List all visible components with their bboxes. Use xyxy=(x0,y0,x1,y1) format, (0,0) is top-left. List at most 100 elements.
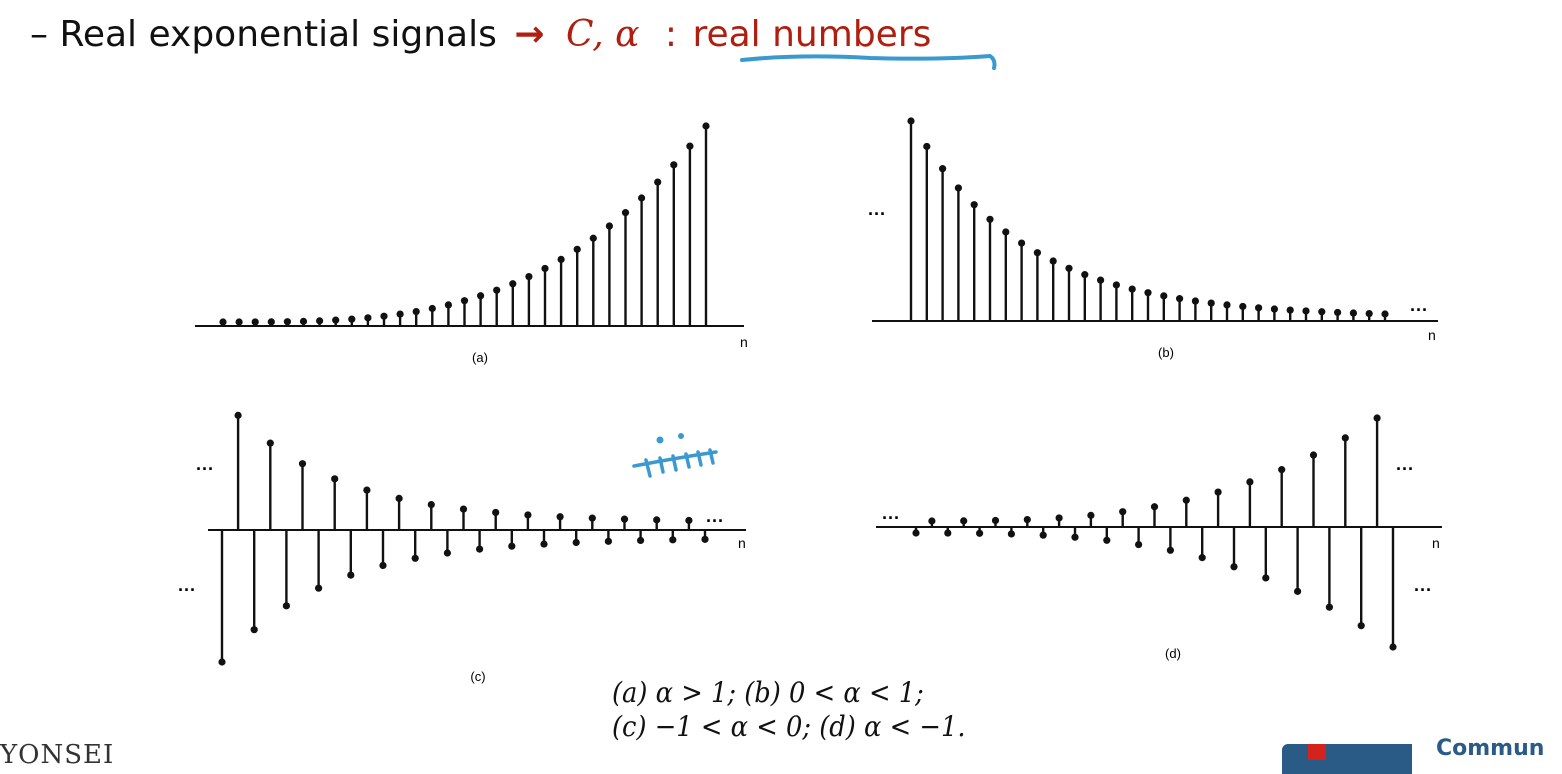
stem-dot xyxy=(524,511,532,519)
stem-dot xyxy=(459,505,468,513)
stem-dot xyxy=(477,292,485,300)
stem-dot xyxy=(1112,281,1120,289)
figure-caption: (a) α > 1; (b) 0 < α < 1; (c) −1 < α < 0… xyxy=(612,676,966,744)
stem-dot xyxy=(1065,264,1073,272)
panel-d xyxy=(876,414,1442,651)
stem-dot xyxy=(986,215,994,223)
stem-dot xyxy=(1341,434,1349,442)
stem-dot xyxy=(907,117,915,125)
stem-dot xyxy=(1373,414,1381,422)
stem-dot xyxy=(315,584,323,592)
stem-dot xyxy=(412,307,420,316)
stem-dot xyxy=(1049,257,1057,265)
stem-dot xyxy=(976,529,984,537)
caption-line-1: (a) α > 1; (b) 0 < α < 1; xyxy=(612,676,924,709)
stem-dot xyxy=(604,537,613,545)
stem-dot xyxy=(1002,228,1010,236)
stem-dot xyxy=(283,318,291,326)
stem-dot xyxy=(395,494,403,503)
handwritten-underline xyxy=(740,53,997,70)
stem-dot xyxy=(1023,515,1031,524)
stem-dot xyxy=(923,142,931,151)
stem-dot xyxy=(411,554,419,562)
stem-dot xyxy=(1087,511,1095,519)
stem-dot xyxy=(669,536,677,544)
stem-dot xyxy=(638,194,646,202)
stem-dot xyxy=(1018,239,1026,247)
panel-label-d: (d) xyxy=(1165,646,1181,661)
stem-dot xyxy=(1182,496,1190,504)
stem-dot xyxy=(1081,271,1089,279)
panel-c xyxy=(208,411,746,666)
ellipsis-right-d: ··· xyxy=(1396,459,1414,479)
stem-dot xyxy=(493,286,501,294)
stem-dot xyxy=(332,316,340,324)
stem-dot xyxy=(1262,574,1270,582)
yonsei-logo: YONSEI xyxy=(0,740,115,770)
stem-dot xyxy=(670,161,678,169)
stem-dot xyxy=(250,626,258,634)
lab-logo-block xyxy=(1282,744,1412,774)
stem-dot xyxy=(620,515,629,523)
stem-dot xyxy=(573,245,581,253)
handwritten-dot xyxy=(678,433,684,439)
stem-dot xyxy=(508,542,516,550)
stem-dot xyxy=(1198,554,1206,562)
handwritten-dot xyxy=(656,436,664,444)
stem-dot xyxy=(282,602,290,610)
stem-dot xyxy=(621,209,630,217)
stem-dot xyxy=(267,318,275,326)
stem-dot xyxy=(1055,514,1063,522)
stem-dot xyxy=(605,222,614,230)
stem-dot xyxy=(686,142,694,150)
stem-dot xyxy=(1255,304,1263,312)
stem-dot xyxy=(653,516,661,524)
stem-dot xyxy=(1119,508,1127,516)
stem-dot xyxy=(954,184,963,192)
stem-dot xyxy=(347,571,355,579)
stem-dot xyxy=(1207,299,1215,307)
stem-dot xyxy=(1135,540,1143,549)
stem-dot xyxy=(1103,536,1111,544)
stem-dot xyxy=(540,540,548,548)
axis-label-a: n xyxy=(740,334,748,350)
ellipsis-left-c: ··· xyxy=(196,459,214,479)
bullet-dash: – xyxy=(30,14,48,55)
stem-dot xyxy=(1278,466,1286,474)
stem-dot xyxy=(218,658,226,666)
panel-a xyxy=(195,122,744,327)
stem-dot xyxy=(1223,301,1231,309)
stem-dot xyxy=(396,310,404,318)
stem-dot xyxy=(427,500,435,509)
stem-dot xyxy=(1302,307,1310,315)
stem-dot xyxy=(1294,587,1302,595)
stem-dot xyxy=(928,517,936,525)
stem-dot xyxy=(363,486,371,494)
stem-dot xyxy=(1334,308,1342,317)
lab-logo-text: Commun xyxy=(1436,736,1545,761)
stem-dot xyxy=(1246,478,1254,486)
panel-b xyxy=(872,117,1438,322)
bullet-text: Real exponential signals xyxy=(59,14,497,55)
axis-label-d: n xyxy=(1432,535,1440,551)
stem-dot xyxy=(588,514,596,522)
handwritten-annotation xyxy=(632,448,718,478)
stem-dot xyxy=(1309,451,1318,459)
stem-dot xyxy=(348,315,356,323)
stem-dot xyxy=(219,318,227,326)
stem-dot xyxy=(1007,530,1016,538)
ellipsis-right-c: ··· xyxy=(706,511,724,531)
stem-dot xyxy=(1389,643,1397,651)
stem-dot xyxy=(364,314,372,322)
stem-dot xyxy=(1150,503,1159,511)
ellipsis-right-b: ··· xyxy=(1410,300,1428,320)
stem-dot xyxy=(1191,297,1199,305)
stem-dot xyxy=(1144,289,1152,297)
axis-label-b: n xyxy=(1428,327,1436,343)
stem-dot xyxy=(1230,563,1238,571)
stem-dot xyxy=(1071,533,1079,541)
stem-dot xyxy=(589,234,597,242)
ellipsis-left-b: ··· xyxy=(868,204,886,224)
stem-dot xyxy=(654,178,662,186)
stem-dot xyxy=(1325,603,1333,611)
